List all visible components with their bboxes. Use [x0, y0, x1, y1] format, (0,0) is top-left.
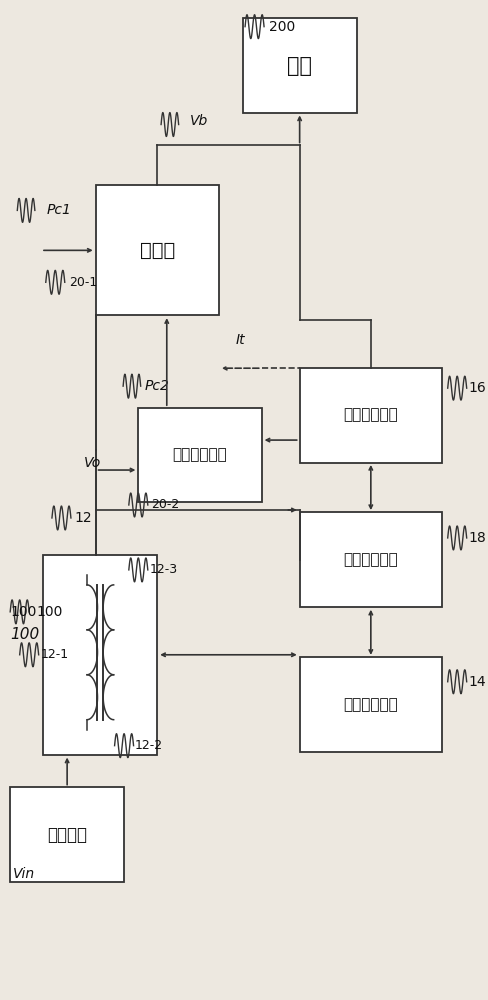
Text: 12-1: 12-1 — [41, 648, 69, 661]
Bar — [138, 408, 262, 502]
Text: 200: 200 — [269, 20, 295, 34]
Text: 主开关: 主开关 — [140, 241, 175, 260]
Bar — [300, 512, 442, 607]
Text: 100: 100 — [10, 627, 40, 642]
Text: 模式控制单元: 模式控制单元 — [344, 552, 398, 567]
Bar — [10, 787, 124, 882]
Text: 100: 100 — [10, 605, 37, 619]
Text: Pc2: Pc2 — [144, 379, 169, 393]
Bar — [300, 657, 442, 752]
Text: Pc1: Pc1 — [47, 203, 72, 217]
Text: 电池: 电池 — [287, 56, 312, 76]
Bar — [243, 18, 357, 113]
Text: 14: 14 — [468, 675, 486, 689]
Text: Vb: Vb — [189, 114, 208, 128]
Text: 第二控制单元: 第二控制单元 — [344, 408, 398, 423]
Text: 20-2: 20-2 — [151, 498, 180, 511]
Bar — [96, 185, 219, 315]
Text: 第一控制单元: 第一控制单元 — [344, 697, 398, 712]
Text: 输入电源: 输入电源 — [47, 826, 87, 844]
Text: 100: 100 — [36, 605, 62, 619]
Text: 20-1: 20-1 — [69, 276, 98, 289]
Bar — [300, 368, 442, 463]
Text: 12-3: 12-3 — [149, 563, 177, 576]
Text: 18: 18 — [468, 531, 486, 545]
Text: Vo: Vo — [84, 456, 101, 470]
Text: Vin: Vin — [13, 867, 35, 881]
Text: It: It — [236, 333, 245, 347]
Text: 12: 12 — [74, 511, 92, 525]
Text: 16: 16 — [468, 381, 486, 395]
Text: 12-2: 12-2 — [135, 739, 163, 752]
Bar — [43, 555, 157, 755]
Text: 涓流充电单元: 涓流充电单元 — [173, 448, 227, 463]
